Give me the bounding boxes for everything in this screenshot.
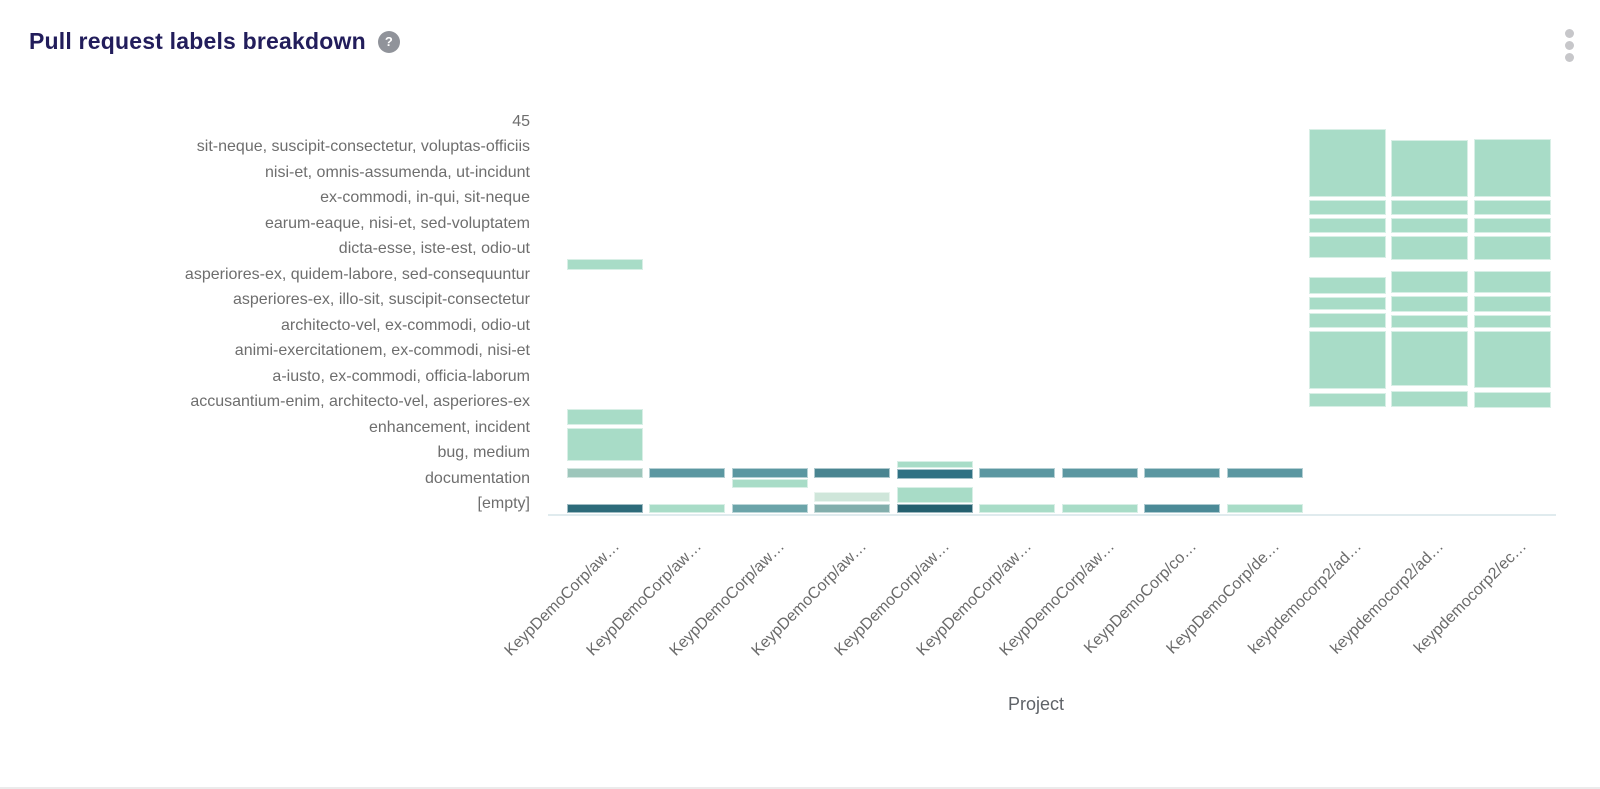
heatmap-cell[interactable] <box>1391 391 1468 407</box>
heatmap-cell[interactable] <box>1474 218 1551 233</box>
heatmap-cell[interactable] <box>732 468 808 478</box>
x-axis-title: Project <box>1007 694 1065 714</box>
heatmap-cell[interactable] <box>814 492 890 502</box>
heatmap-cell[interactable] <box>1474 315 1551 328</box>
heatmap-cell[interactable] <box>567 259 643 270</box>
y-axis-label: nisi-et, omnis-assumenda, ut-incidunt <box>264 164 530 181</box>
heatmap-cell[interactable] <box>1474 331 1551 388</box>
heatmap-cell[interactable] <box>732 479 808 488</box>
heatmap-cell[interactable] <box>979 468 1055 478</box>
heatmap-cell[interactable] <box>1391 218 1468 233</box>
heatmap-cell[interactable] <box>1062 468 1138 478</box>
heatmap-cell[interactable] <box>1309 129 1386 197</box>
kebab-dot <box>1564 40 1574 50</box>
heatmap-cell[interactable] <box>1474 200 1551 215</box>
heatmap-cell[interactable] <box>1309 200 1386 215</box>
heatmap-cell[interactable] <box>1144 468 1220 478</box>
heatmap-cell[interactable] <box>567 428 643 461</box>
heatmap-cell[interactable] <box>1474 236 1551 260</box>
y-axis-label: enhancement, incident <box>369 419 530 436</box>
heatmap-cell[interactable] <box>1309 218 1386 233</box>
y-axis-label: a-iusto, ex-commodi, officia-laborum <box>272 368 530 385</box>
heatmap-cell[interactable] <box>1309 277 1386 294</box>
heatmap-cell[interactable] <box>814 468 890 478</box>
y-axis-label: documentation <box>425 470 530 487</box>
heatmap-cell[interactable] <box>1391 236 1468 260</box>
heatmap-cell[interactable] <box>1309 297 1386 310</box>
more-options-icon[interactable] <box>1556 28 1582 62</box>
y-axis-label: [empty] <box>477 495 530 512</box>
heatmap-cell[interactable] <box>1474 271 1551 293</box>
y-axis-label: asperiores-ex, quidem-labore, sed-conseq… <box>184 266 530 283</box>
y-axis-label: dicta-esse, iste-est, odio-ut <box>338 240 530 257</box>
heatmap-cell[interactable] <box>1309 313 1386 328</box>
chart-title: Pull request labels breakdown <box>29 28 366 54</box>
y-axis-label: animi-exercitationem, ex-commodi, nisi-e… <box>234 342 530 359</box>
heatmap-cell[interactable] <box>979 504 1055 513</box>
heatmap-cell[interactable] <box>1309 236 1386 258</box>
heatmap-cell[interactable] <box>897 504 973 513</box>
y-axis-label: accusantium-enim, architecto-vel, asperi… <box>190 393 530 410</box>
heatmap-cell[interactable] <box>1309 331 1386 389</box>
y-axis-label: earum-eaque, nisi-et, sed-voluptatem <box>264 215 530 232</box>
y-axis-label: 45 <box>512 113 530 130</box>
heatmap-cell[interactable] <box>814 504 890 513</box>
heatmap-cell[interactable] <box>732 504 808 513</box>
card-bottom-edge <box>0 787 1600 789</box>
help-icon[interactable]: ? <box>377 30 400 53</box>
heatmap-cell[interactable] <box>1474 392 1551 408</box>
heatmap-cell[interactable] <box>1391 296 1468 312</box>
heatmap-cell[interactable] <box>567 468 643 478</box>
heatmap-cell[interactable] <box>897 461 973 468</box>
heatmap-cell[interactable] <box>1391 331 1468 386</box>
heatmap-cell[interactable] <box>1144 504 1220 513</box>
y-axis-label: sit-neque, suscipit-consectetur, volupta… <box>196 138 530 155</box>
y-axis-label: asperiores-ex, illo-sit, suscipit-consec… <box>233 291 530 308</box>
heatmap-cell[interactable] <box>1474 296 1551 312</box>
y-axis-label: bug, medium <box>437 444 531 461</box>
heatmap-cell[interactable] <box>897 469 973 479</box>
heatmap-cell[interactable] <box>1227 468 1303 478</box>
heatmap-cell[interactable] <box>649 504 725 513</box>
heatmap-cell[interactable] <box>1227 504 1303 513</box>
heatmap-cell[interactable] <box>1474 139 1551 197</box>
heatmap-cell[interactable] <box>1391 315 1468 328</box>
kebab-dot <box>1564 52 1574 62</box>
heatmap-cell[interactable] <box>1391 140 1468 197</box>
y-axis-label: architecto-vel, ex-commodi, odio-ut <box>281 317 530 334</box>
heatmap-cell[interactable] <box>649 468 725 478</box>
heatmap-cell[interactable] <box>1309 393 1386 407</box>
heatmap-cell[interactable] <box>567 504 643 513</box>
x-axis-baseline <box>548 514 1556 516</box>
card-header: Pull request labels breakdown ? <box>29 28 400 55</box>
heatmap-cell[interactable] <box>567 409 643 425</box>
heatmap-cell[interactable] <box>1391 271 1468 293</box>
heatmap-cell[interactable] <box>1062 504 1138 513</box>
y-axis-label: ex-commodi, in-qui, sit-neque <box>320 189 530 206</box>
kebab-dot <box>1564 28 1574 38</box>
heatmap-cell[interactable] <box>1391 200 1468 215</box>
heatmap-cell[interactable] <box>897 487 973 503</box>
